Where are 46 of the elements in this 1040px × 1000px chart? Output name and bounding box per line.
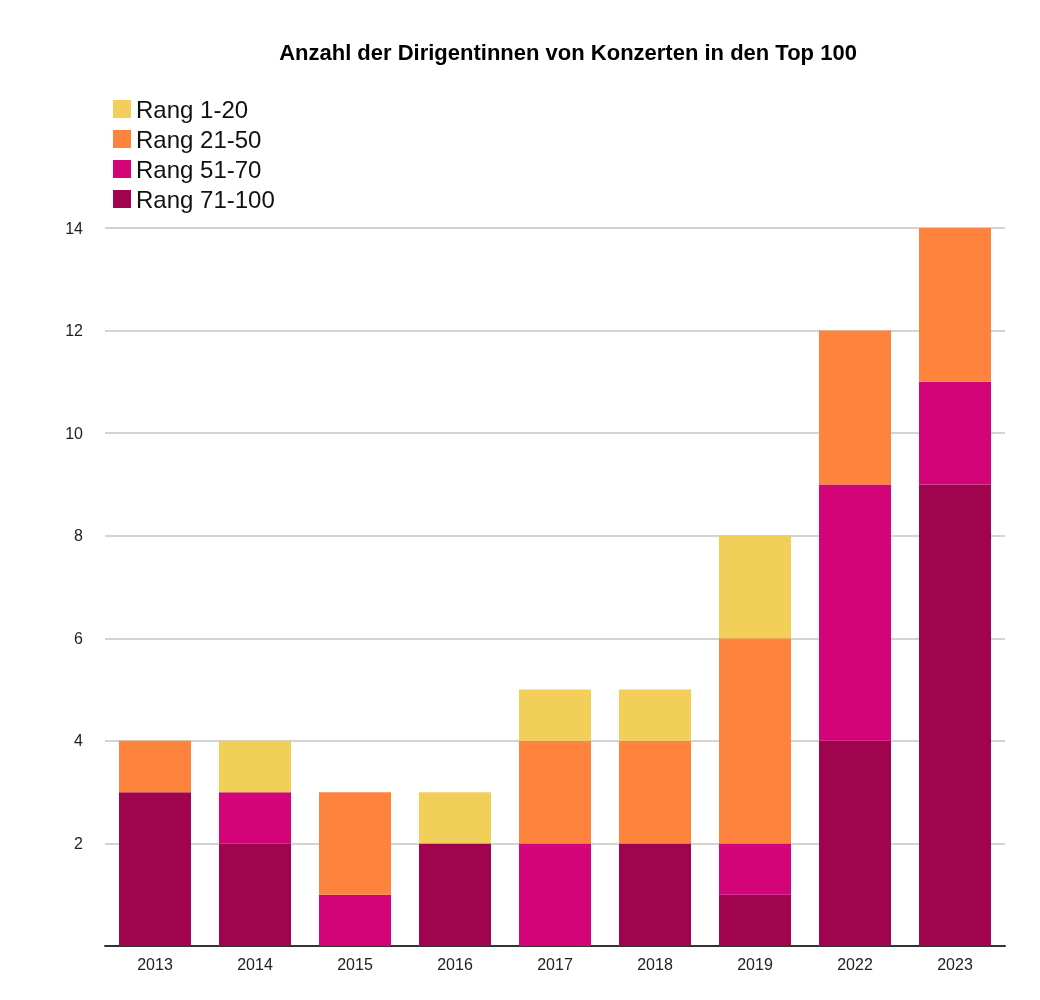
legend-label: Rang 1-20 [136,95,249,123]
bar [519,740,591,844]
y-tick-label: 6 [74,629,84,647]
legend-label: Rang 71-100 [136,185,275,213]
bar [219,843,291,946]
bar [219,740,291,793]
y-tick-label: 2 [74,834,84,852]
legend-label: Rang 51-70 [136,155,262,183]
bar [919,484,991,946]
bar [419,792,491,844]
bar [819,484,891,741]
y-tick-label: 10 [65,424,84,442]
bar [919,228,991,382]
bar [819,740,891,946]
bar [719,894,791,946]
y-tick-label: 12 [65,322,84,340]
x-tick-label: 2016 [437,955,473,973]
bar [619,740,691,844]
x-tick-label: 2013 [137,955,173,973]
x-tick-label: 2019 [737,955,773,973]
bar [219,792,291,844]
bar [519,689,591,741]
bar [319,894,391,946]
bar [619,689,691,741]
chart-title: Anzahl der Dirigentinnen von Konzerten in den Top 100 [279,39,857,65]
y-tick-label: 14 [65,219,84,237]
y-tick-label: 4 [74,732,84,750]
bar [719,843,791,895]
bar [719,638,791,844]
bar [119,740,191,793]
bar [619,843,691,946]
x-tick-label: 2014 [237,955,273,973]
x-tick-label: 2023 [937,955,973,973]
x-tick-label: 2015 [337,955,373,973]
legend-label: Rang 21-50 [136,125,262,153]
bar [719,535,791,639]
bar [519,843,591,946]
x-tick-label: 2018 [637,955,673,973]
bar [319,792,391,895]
bar [119,792,191,946]
bar [919,381,991,485]
bar [819,330,891,485]
x-tick-label: 2022 [837,955,873,973]
bar [419,843,491,946]
y-tick-label: 8 [74,527,84,545]
x-tick-label: 2017 [537,955,573,973]
